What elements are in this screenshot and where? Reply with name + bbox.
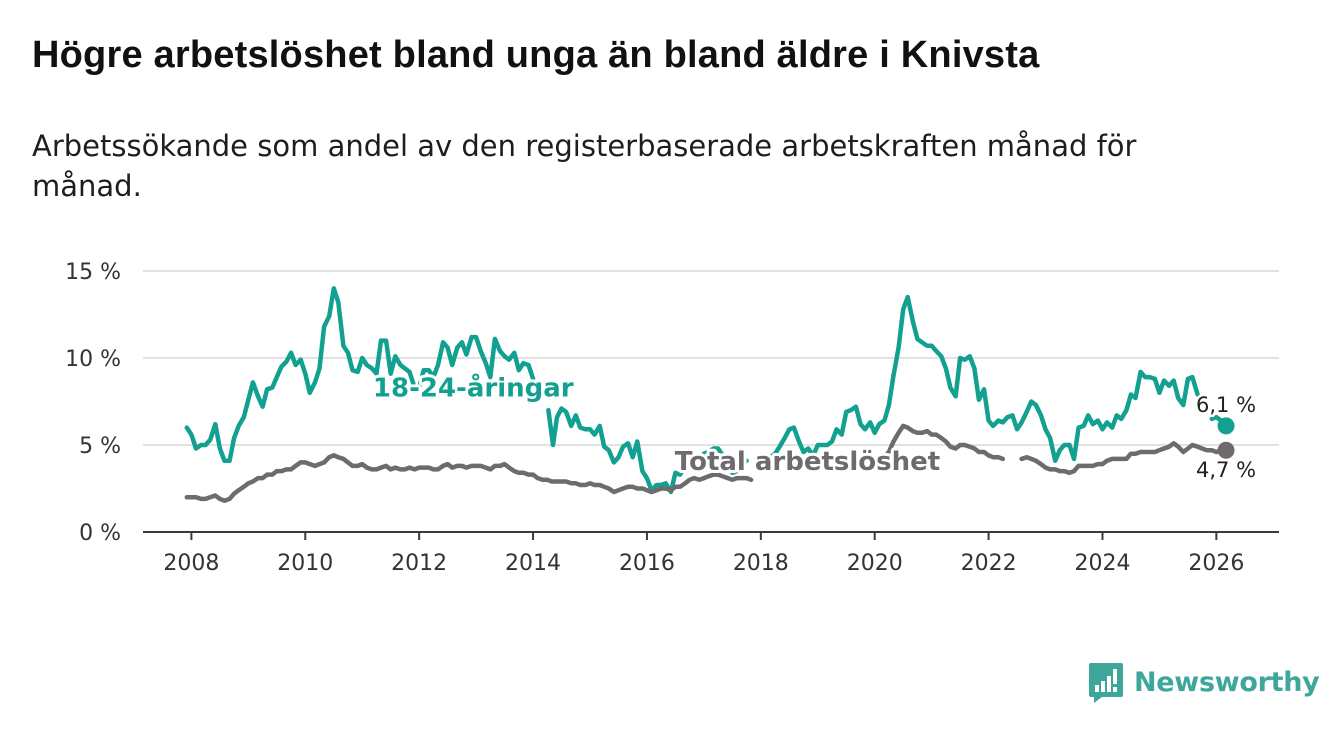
- x-tick-label: 2026: [1188, 551, 1244, 576]
- y-tick-label: 15 %: [65, 260, 121, 285]
- series-line-young: [546, 406, 749, 495]
- series-line-total: [1019, 441, 1229, 476]
- y-tick-label: 5 %: [79, 434, 121, 459]
- brand-logo: Newsworthy: [1088, 660, 1320, 704]
- end-point-marker-young: [1217, 417, 1235, 435]
- series-line-young: [764, 294, 1200, 467]
- series-line-total: [184, 453, 754, 503]
- chart-title: Högre arbetslöshet bland unga än bland ä…: [32, 34, 1040, 76]
- newsworthy-logo-icon: [1089, 663, 1123, 703]
- end-value-label-young: 6,1 %: [1196, 393, 1256, 417]
- axes: 0 % 5 % 10 % 15 % 2008 2010 2012 2014 2016 2018 20…: [65, 260, 1279, 576]
- x-tick-label: 2022: [961, 551, 1017, 576]
- x-tick-label: 2008: [163, 551, 219, 576]
- y-tick-label: 0 %: [79, 521, 121, 546]
- end-point-marker-total: [1217, 441, 1235, 459]
- x-tick-label: 2024: [1074, 551, 1130, 576]
- y-tick-label: 10 %: [65, 347, 121, 372]
- x-tick-label: 2016: [619, 551, 675, 576]
- brand-name: Newsworthy: [1134, 666, 1320, 698]
- series-line-total: [882, 423, 1006, 462]
- series-line-young: [184, 286, 536, 463]
- series-annotation-young: 18-24-åringar: [373, 371, 574, 403]
- x-tick-label: 2018: [733, 551, 789, 576]
- grid-lines: [143, 270, 1279, 446]
- end-value-label-total: 4,7 %: [1196, 458, 1256, 482]
- x-tick-label: 2010: [277, 551, 333, 576]
- series-lines: [184, 286, 1235, 503]
- labels: 6,1 % 4,7 % 18-24-åringar Total arbetslöshe…: [370, 368, 1259, 484]
- series-annotation-total: Total arbetslöshet: [675, 447, 940, 477]
- chart-subtitle: Arbetssökande som andel av den registerb…: [32, 129, 1137, 203]
- x-tick-label: 2020: [847, 551, 903, 576]
- x-tick-label: 2012: [391, 551, 447, 576]
- x-tick-label: 2014: [505, 551, 561, 576]
